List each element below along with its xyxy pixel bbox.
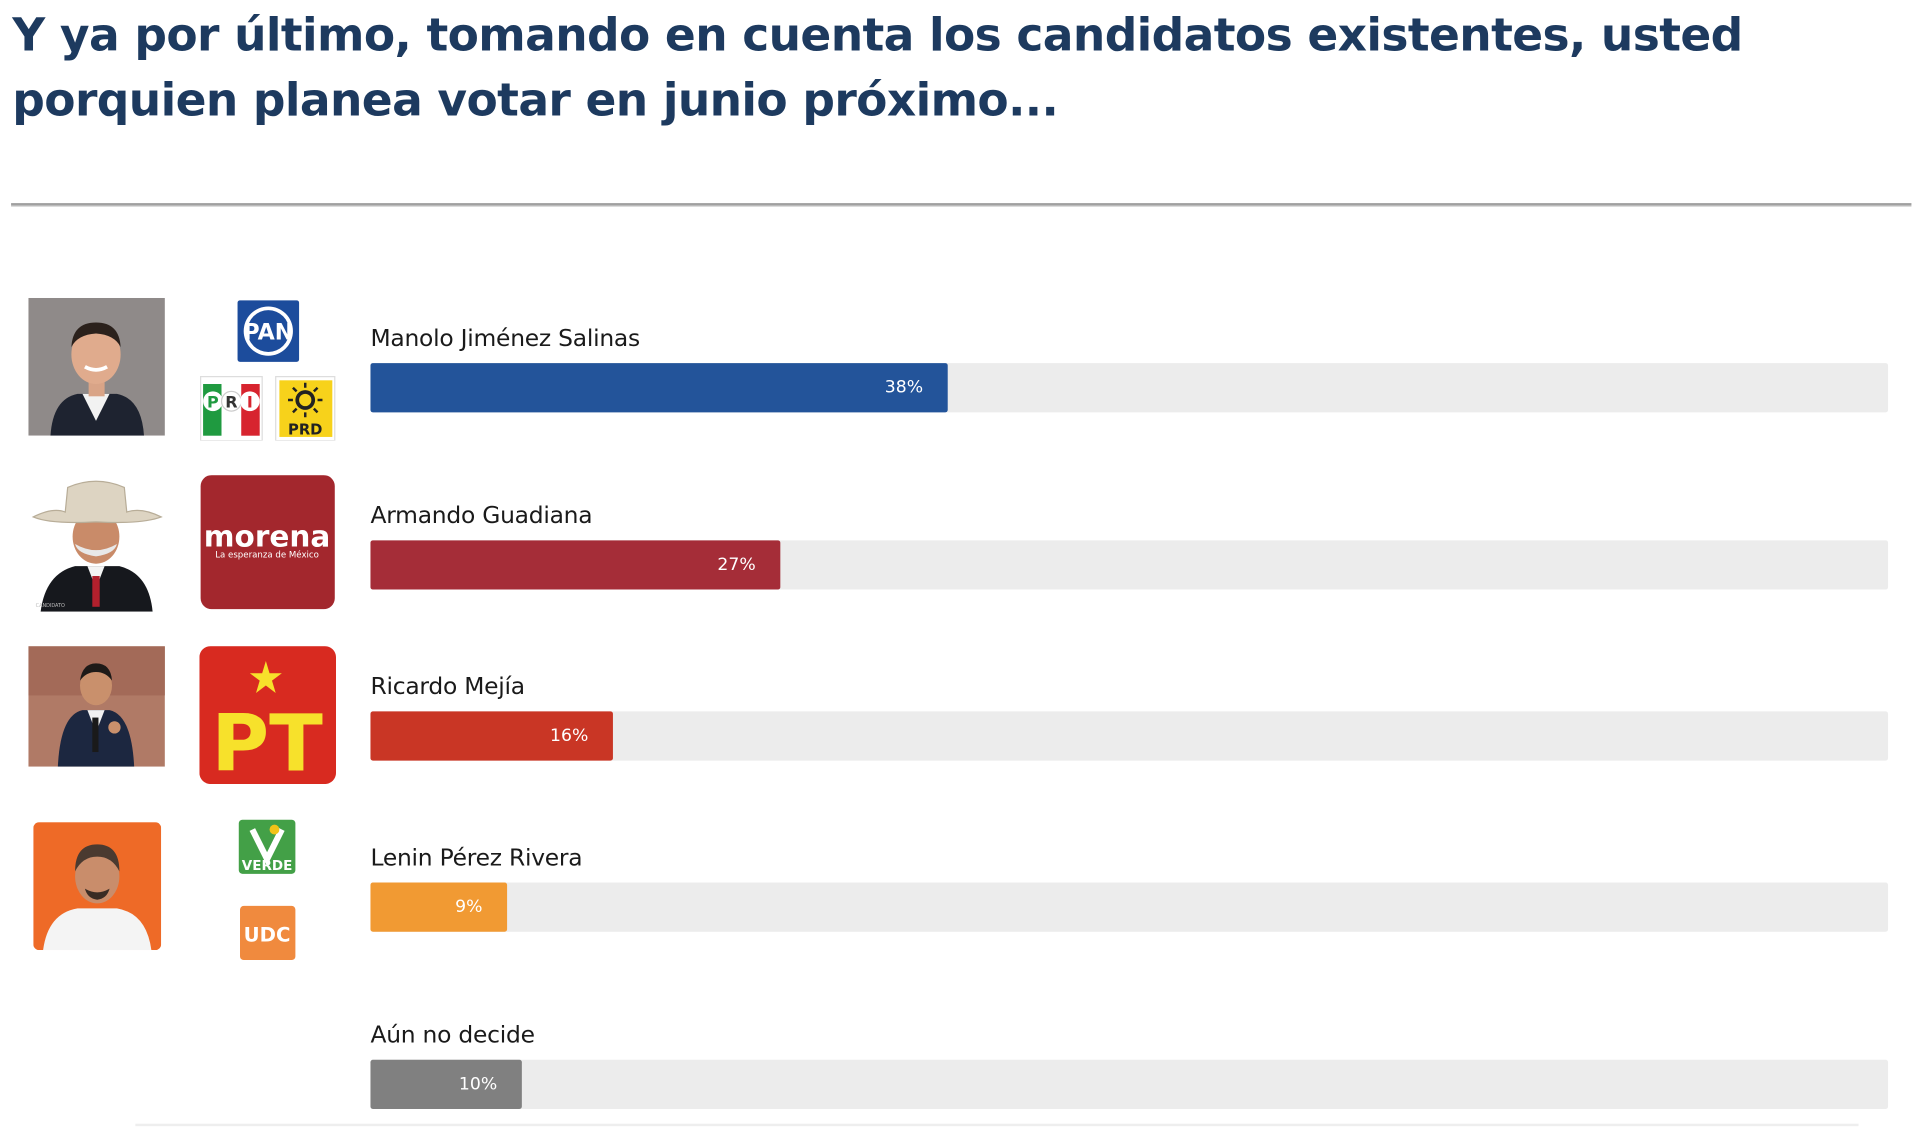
pri-logo: P R I bbox=[200, 376, 263, 441]
bar-value-label: 16% bbox=[550, 726, 589, 746]
bar-label-undecided: Aún no decide bbox=[370, 1021, 535, 1049]
bar-value-label: 38% bbox=[884, 377, 924, 398]
candidate-photo-jimenez bbox=[28, 297, 165, 436]
bar-jimenez: 38% bbox=[370, 363, 948, 413]
pri-logo-letter-p: P bbox=[207, 392, 219, 411]
bottom-edge-line bbox=[135, 1123, 1859, 1127]
bar-track: 10% bbox=[370, 1059, 1889, 1109]
question-title: Y ya por último, tomando en cuenta los c… bbox=[12, 8, 1743, 127]
pan-logo-text: PAN bbox=[243, 320, 293, 346]
bar-label-perez: Lenin Pérez Rivera bbox=[370, 844, 583, 872]
udc-logo-text: UDC bbox=[244, 924, 291, 947]
party-logos-pan-pri-prd: PAN P R I bbox=[199, 298, 336, 441]
party-logos-verde-udc: VERDE UDC bbox=[238, 817, 297, 962]
party-logo-pt: PT bbox=[199, 646, 337, 785]
pan-logo: PAN bbox=[237, 300, 300, 362]
udc-logo: UDC bbox=[240, 905, 296, 961]
title-divider bbox=[11, 203, 1912, 207]
bar-track: 9% bbox=[370, 882, 1889, 932]
bar-label-guadiana: Armando Guadiana bbox=[370, 502, 593, 530]
bar-value-label: 27% bbox=[717, 555, 756, 575]
verde-logo-text: VERDE bbox=[242, 858, 293, 874]
bar-track: 38% bbox=[370, 363, 1889, 413]
prd-logo-text: PRD bbox=[288, 421, 322, 438]
bar-value-label: 10% bbox=[458, 1074, 498, 1095]
bar-perez: 9% bbox=[370, 882, 508, 932]
pri-logo-letter-i: I bbox=[247, 392, 253, 411]
pri-logo-letter-r: R bbox=[225, 392, 237, 411]
bar-track: 16% bbox=[370, 711, 1889, 761]
morena-logo-tagline: La esperanza de México bbox=[215, 550, 319, 561]
candidate-photo-mejia bbox=[28, 646, 165, 767]
photo-caption: CANDIDATO bbox=[36, 603, 65, 609]
candidate-photo-perez bbox=[33, 822, 162, 951]
bar-track: 27% bbox=[370, 540, 1889, 590]
pt-logo-text: PT bbox=[211, 697, 323, 784]
bar-label-mejia: Ricardo Mejía bbox=[370, 673, 525, 701]
bar-mejia: 16% bbox=[370, 711, 613, 761]
verde-logo: VERDE bbox=[238, 819, 296, 874]
candidate-photo-guadiana: CANDIDATO bbox=[28, 475, 165, 612]
bar-guadiana: 27% bbox=[370, 540, 781, 590]
morena-logo-text: morena bbox=[204, 519, 331, 553]
bar-label-jimenez: Manolo Jiménez Salinas bbox=[370, 324, 640, 353]
party-logo-morena: morena La esperanza de México bbox=[199, 475, 336, 610]
bar-undecided: 10% bbox=[370, 1059, 522, 1109]
prd-logo: PRD bbox=[275, 376, 336, 441]
bar-value-label: 9% bbox=[455, 897, 483, 917]
